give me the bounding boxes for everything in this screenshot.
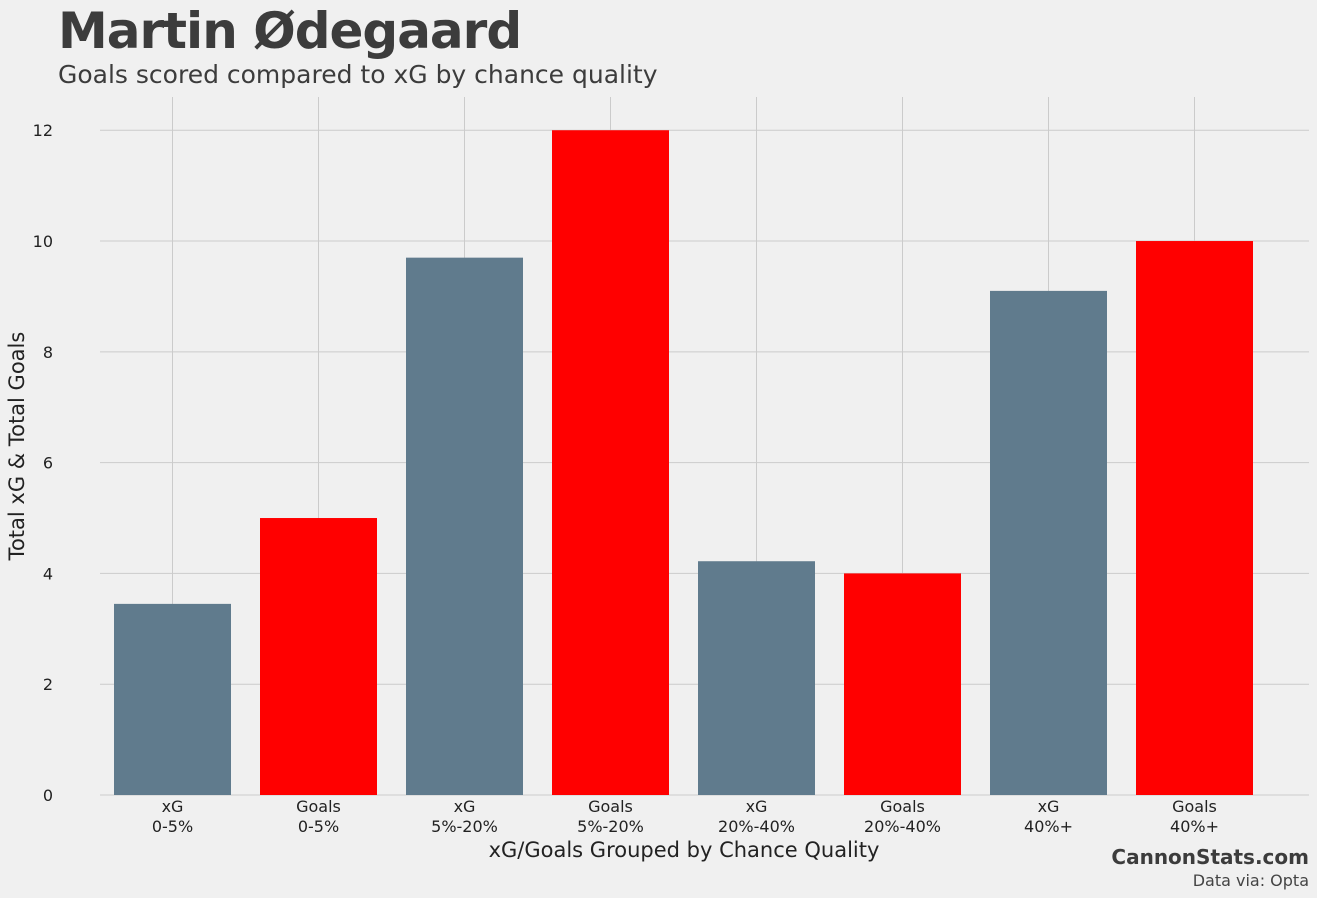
x-tick-label: 20%-40%: [864, 817, 941, 836]
x-tick-label: xG: [162, 797, 184, 816]
x-tick-label: 0-5%: [298, 817, 339, 836]
bar-goals: [844, 573, 961, 795]
x-tick-label: 40%+: [1024, 817, 1073, 836]
x-tick-label: 20%-40%: [718, 817, 795, 836]
bar-goals: [552, 130, 669, 795]
bar-xg: [990, 290, 1107, 795]
bar-xg: [698, 561, 815, 795]
credit-site: CannonStats.com: [1111, 845, 1309, 869]
x-tick-label: 5%-20%: [577, 817, 644, 836]
bar-goals: [1136, 241, 1253, 796]
x-tick-label: 40%+: [1170, 817, 1219, 836]
x-tick-label: Goals: [880, 797, 925, 816]
credit-source: Data via: Opta: [1192, 871, 1309, 890]
x-axis-title: xG/Goals Grouped by Chance Quality: [489, 838, 880, 862]
y-tick-labels: 0 2 4 6 8 10 12: [33, 121, 53, 805]
y-tick-label: 10: [33, 232, 53, 251]
chart-title: Martin Ødegaard: [58, 2, 522, 60]
x-tick-label: 0-5%: [152, 817, 193, 836]
bar-xg: [406, 257, 523, 796]
x-tick-label: Goals: [588, 797, 633, 816]
x-tick-labels: xG0-5%Goals0-5%xG5%-20%Goals5%-20%xG20%-…: [152, 797, 1219, 836]
y-tick-label: 4: [43, 564, 53, 583]
bar-xg: [114, 603, 231, 795]
x-tick-label: Goals: [296, 797, 341, 816]
bars: [114, 130, 1253, 796]
x-tick-label: 5%-20%: [431, 817, 498, 836]
x-tick-label: xG: [746, 797, 768, 816]
y-tick-label: 6: [43, 454, 53, 473]
y-tick-label: 2: [43, 675, 53, 694]
chart-subtitle: Goals scored compared to xG by chance qu…: [58, 60, 658, 89]
y-axis-title: Total xG & Total Goals: [5, 332, 29, 562]
y-tick-label: 12: [33, 121, 53, 140]
y-tick-label: 8: [43, 343, 53, 362]
x-tick-label: xG: [1038, 797, 1060, 816]
x-tick-label: xG: [454, 797, 476, 816]
y-tick-label: 0: [43, 786, 53, 805]
x-tick-label: Goals: [1172, 797, 1217, 816]
bar-goals: [260, 518, 377, 795]
